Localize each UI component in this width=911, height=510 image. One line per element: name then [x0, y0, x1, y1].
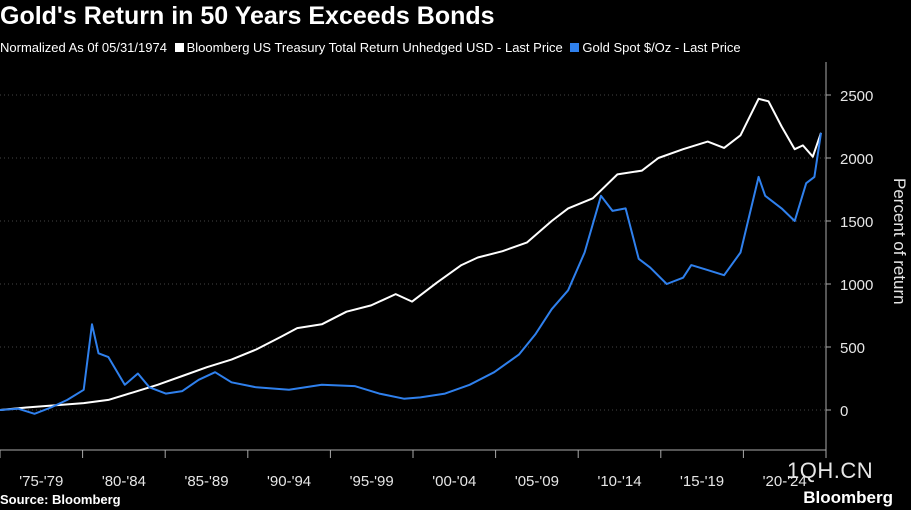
- legend: Normalized As 0f 05/31/1974 Bloomberg US…: [0, 40, 741, 55]
- x-tick-label: '95-'99: [350, 473, 394, 490]
- x-tick-label: '00-'04: [432, 473, 476, 490]
- x-tick-label: '75-'79: [19, 473, 63, 490]
- y-axis-label: Percent of return: [890, 178, 909, 305]
- grid-lines: [0, 94, 826, 411]
- chart-title: Gold's Return in 50 Years Exceeds Bonds: [0, 2, 495, 30]
- series-line-gold: [0, 132, 822, 415]
- legend-swatch-treasury: [174, 43, 184, 52]
- series-lines: [0, 97, 822, 415]
- x-tick-label: '20-'24: [763, 473, 807, 490]
- y-axis: 0 500 1000 1500 2000 2500: [825, 62, 873, 450]
- watermark-text: 1QH.CN: [787, 458, 874, 483]
- series-line-treasury: [0, 97, 822, 411]
- x-tick-label: '90-'94: [267, 473, 311, 490]
- source-note: Source: Bloomberg: [0, 492, 121, 507]
- y-tick-label: 500: [840, 340, 865, 357]
- bloomberg-logo: Bloomberg: [803, 488, 893, 507]
- y-tick-label: 1000: [840, 277, 873, 294]
- legend-label-gold: Gold Spot $/Oz - Last Price: [582, 40, 741, 55]
- legend-label-treasury: Bloomberg US Treasury Total Return Unhed…: [186, 40, 563, 55]
- x-tick-label: '15-'19: [680, 473, 724, 490]
- x-tick-label: '85-'89: [184, 473, 228, 490]
- y-tick-label: 2000: [840, 151, 873, 168]
- x-tick-label: '80-'84: [102, 473, 146, 490]
- x-axis: '75-'79 '80-'84 '85-'89 '90-'94 '95-'99 '00-'…: [0, 449, 827, 490]
- y-tick-label: 0: [840, 403, 848, 420]
- x-tick-label: '10-'14: [597, 473, 641, 490]
- legend-swatch-gold: [570, 43, 580, 52]
- y-tick-label: 2500: [840, 88, 873, 105]
- x-tick-label: '05-'09: [515, 473, 559, 490]
- y-tick-label: 1500: [840, 214, 873, 231]
- legend-prefix: Normalized As 0f 05/31/1974: [0, 40, 167, 55]
